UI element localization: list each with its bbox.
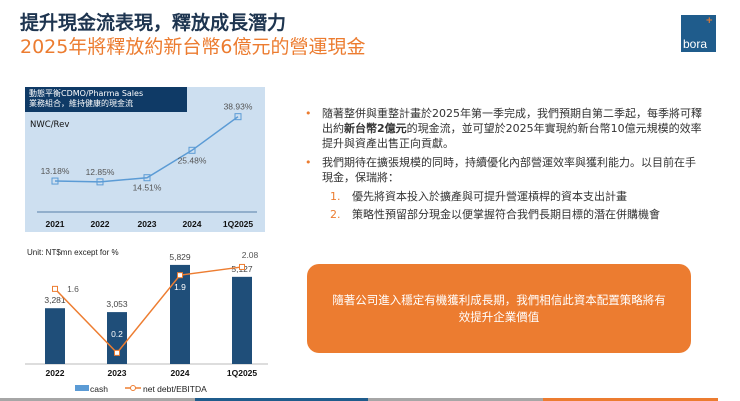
callout-box: 隨著公司進入穩定有機獲利成長期，我們相信此資本配置策略將有效提升企業價值: [307, 264, 691, 353]
bullet-1: • 隨著整併與重整計畫於2025年第一季完成，我們預期自第二季起，每季將可釋出約新…: [305, 107, 702, 150]
footer-bar-gray: [0, 398, 195, 401]
ratio-point: [114, 349, 120, 356]
cash-bar: [232, 276, 252, 364]
footer-bar-orange: [543, 398, 718, 401]
x-tick-label: 2024: [183, 219, 202, 229]
ratio-point: [239, 263, 245, 270]
cash-label: 3,053: [106, 299, 128, 309]
data-point: [234, 113, 242, 121]
ratio-line: [54, 266, 243, 354]
data-label: 25.48%: [178, 155, 207, 165]
ratio-label: 1.9: [174, 282, 186, 292]
cash-label: 5,829: [169, 252, 191, 262]
data-point: [143, 174, 151, 182]
x-tick-label: 2024: [171, 368, 190, 378]
sub-item-1: 1. 優先將資本投入於擴產與可提升營運槓桿的資本支出計畫: [330, 190, 627, 203]
sub-item-2: 2. 策略性預留部分現金以便掌握符合我們長期目標的潛在併購機會: [330, 208, 660, 221]
x-tick-label: 2022: [46, 368, 65, 378]
ratio-label: 2.08: [242, 250, 259, 260]
bora-logo: + bora: [681, 15, 716, 52]
legend-cash-swatch: [75, 385, 89, 391]
x-tick-label: 2021: [46, 219, 65, 229]
cash-label: 3,281: [44, 295, 66, 305]
bullet-list: • 隨著整併與重整計畫於2025年第一季完成，我們預期自第二季起，每季將可釋出約新…: [305, 106, 705, 225]
nwc-line: [54, 116, 239, 183]
footer-bar-gray-2: [368, 398, 543, 401]
data-label: 13.18%: [41, 166, 70, 176]
x-tick-label: 2023: [108, 368, 127, 378]
footer-bar-blue: [195, 398, 368, 401]
nwc-chart: 動態平衡CDMO/Pharma Sales 業務組合，維持健康的現金流 NWC/R…: [25, 87, 265, 232]
ratio-point: [52, 285, 58, 292]
cash-bar: [45, 308, 65, 364]
legend-ratio-label: net debt/EBITDA: [143, 384, 207, 394]
data-point: [51, 177, 59, 185]
x-tick-label: 2022: [91, 219, 110, 229]
page-subtitle: 2025年將釋放約新台幣6億元的營運現金: [20, 36, 366, 58]
data-label: 38.93%: [224, 102, 253, 112]
chart-header: 動態平衡CDMO/Pharma Sales 業務組合，維持健康的現金流: [25, 87, 187, 112]
page-title: 提升現金流表現，釋放成長潛力: [20, 12, 287, 34]
ratio-label: 0.2: [111, 329, 123, 339]
y-label: NWC/Rev: [30, 120, 70, 130]
x-tick-label: 2023: [138, 219, 157, 229]
x-tick-label: 1Q2025: [227, 368, 258, 378]
cash-bar: [107, 312, 127, 364]
legend-ratio-marker: [130, 385, 136, 391]
data-point: [96, 178, 104, 186]
bullet-2: • 我們期待在擴張規模的同時，持續優化內部營運效率與獲利能力。以目前在手現金，保瑞…: [305, 156, 696, 184]
unit-note: Unit: NT$mn except for %: [27, 248, 119, 257]
cash-bar: [170, 264, 190, 364]
plus-icon: +: [705, 16, 713, 26]
data-label: 14.51%: [133, 183, 162, 193]
x-tick-label: 1Q2025: [223, 219, 254, 229]
nwc-line-svg: 13.18% 2021 12.85% 2022 14.51% 2023 25.48% 2024…: [37, 102, 257, 229]
legend-cash-label: cash: [90, 384, 108, 394]
ratio-point: [177, 272, 183, 279]
cash-chart: Unit: NT$mn except for % 3,281 2022 3,053 20…: [25, 248, 268, 394]
ratio-label: 1.6: [67, 284, 79, 294]
data-point: [188, 146, 196, 154]
data-label: 12.85%: [86, 167, 115, 177]
